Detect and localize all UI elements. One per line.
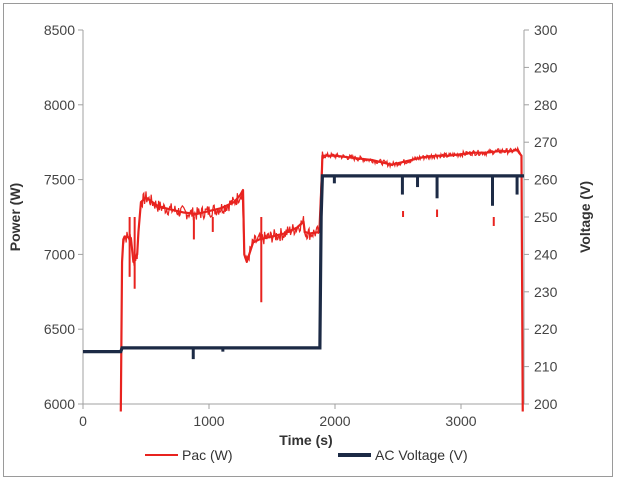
left-axis-ticks: 6000 6500 7000 7500 8000 8500 bbox=[44, 22, 83, 412]
x-axis-ticks: 0 1000 2000 3000 bbox=[79, 404, 477, 429]
right-tick-label: 210 bbox=[534, 359, 558, 375]
legend-label-pac: Pac (W) bbox=[182, 447, 233, 463]
left-tick-label: 7500 bbox=[44, 172, 75, 188]
right-tick-label: 230 bbox=[534, 284, 558, 300]
right-tick-label: 280 bbox=[534, 97, 558, 113]
right-axis-title: Voltage (V) bbox=[577, 181, 593, 253]
right-tick-label: 240 bbox=[534, 246, 558, 262]
left-axis-title: Power (W) bbox=[7, 183, 23, 251]
x-tick-label: 1000 bbox=[193, 413, 224, 429]
chart-frame bbox=[3, 3, 613, 477]
right-tick-label: 220 bbox=[534, 321, 558, 337]
series-pac-noise bbox=[121, 145, 522, 267]
legend: Pac (W) AC Voltage (V) bbox=[145, 447, 468, 463]
x-tick-label: 3000 bbox=[445, 413, 476, 429]
left-tick-label: 8000 bbox=[44, 97, 75, 113]
legend-label-voltage: AC Voltage (V) bbox=[375, 447, 468, 463]
x-axis-title: Time (s) bbox=[279, 432, 332, 448]
left-tick-label: 6500 bbox=[44, 321, 75, 337]
series-layer bbox=[83, 145, 524, 412]
right-tick-label: 260 bbox=[534, 172, 558, 188]
left-tick-label: 6000 bbox=[44, 396, 75, 412]
right-tick-label: 300 bbox=[534, 22, 558, 38]
series-voltage-line bbox=[83, 174, 524, 354]
right-tick-label: 270 bbox=[534, 134, 558, 150]
x-tick-label: 0 bbox=[79, 413, 87, 429]
right-axis-ticks: 200 210 220 230 240 250 260 270 280 290 300 bbox=[524, 22, 558, 412]
right-tick-label: 250 bbox=[534, 209, 558, 225]
right-tick-label: 200 bbox=[534, 396, 558, 412]
x-tick-label: 2000 bbox=[319, 413, 350, 429]
left-tick-label: 7000 bbox=[44, 246, 75, 262]
left-tick-label: 8500 bbox=[44, 22, 75, 38]
right-tick-label: 290 bbox=[534, 59, 558, 75]
